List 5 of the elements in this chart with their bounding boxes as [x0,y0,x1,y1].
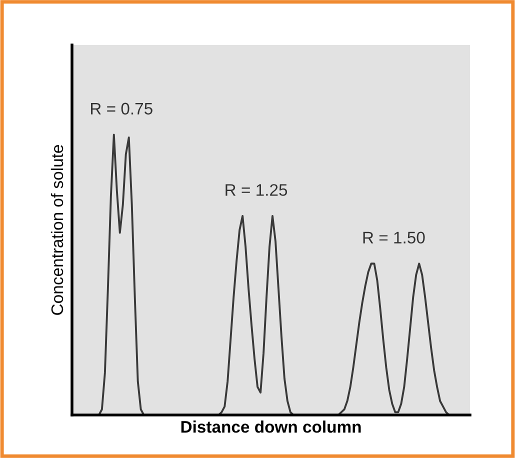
y-axis-title: Concentration of solute [50,145,64,315]
x-axis-title: Distance down column [181,420,361,433]
annotation: R = 1.50 [363,232,425,244]
annotation: R = 1.25 [226,184,288,196]
text: R = 0.75 [91,102,152,115]
